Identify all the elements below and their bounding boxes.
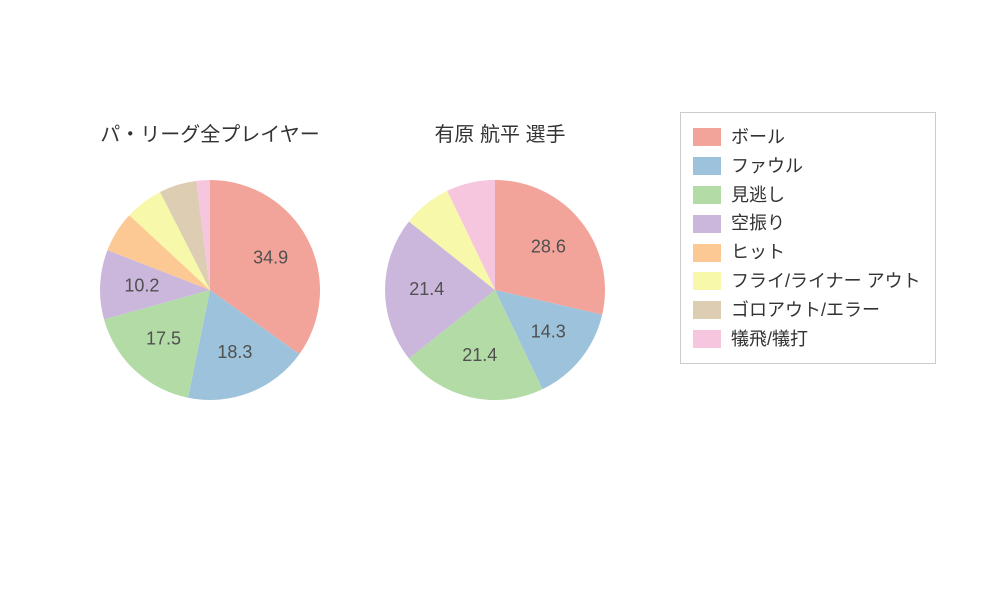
legend-item-flyliner: フライ/ライナー アウト [693,267,921,296]
legend-label-foul: ファウル [731,152,803,181]
slice-label-karaburi: 21.4 [409,279,444,299]
title-league: パ・リーグ全プレイヤー [80,118,340,147]
legend-label-minogashi: 見逃し [731,181,785,210]
pie-player: 28.6 14.3 21.4 21.4 [385,180,605,400]
slice-label-karaburi: 10.2 [124,275,159,295]
pie-league: 34.9 18.3 17.5 10.2 [100,180,320,400]
legend-item-minogashi: 見逃し [693,181,921,210]
slice-label-foul: 14.3 [531,321,566,341]
slice-label-ball: 28.6 [531,236,566,256]
legend-swatch-hit [693,244,721,262]
legend-item-karaburi: 空振り [693,209,921,238]
legend-label-gihigida: 犠飛/犠打 [731,325,808,354]
legend-swatch-minogashi [693,186,721,204]
legend-item-hit: ヒット [693,238,921,267]
legend-swatch-ball [693,128,721,146]
slice-label-minogashi: 17.5 [146,329,181,349]
legend-item-gihigida: 犠飛/犠打 [693,325,921,354]
legend-label-flyliner: フライ/ライナー アウト [731,267,921,296]
legend-label-karaburi: 空振り [731,209,785,238]
legend-swatch-gihigida [693,330,721,348]
legend-swatch-karaburi [693,215,721,233]
legend-swatch-flyliner [693,272,721,290]
legend-item-ball: ボール [693,123,921,152]
legend: ボールファウル見逃し空振りヒットフライ/ライナー アウトゴロアウト/エラー犠飛/… [680,112,936,364]
legend-label-ball: ボール [731,123,785,152]
title-player: 有原 航平 選手 [370,118,630,147]
slice-label-foul: 18.3 [217,342,252,362]
slice-label-ball: 34.9 [253,248,288,268]
chart-stage: パ・リーグ全プレイヤー 有原 航平 選手 34.9 18.3 17.5 10.2 28.6 1… [0,0,1000,600]
legend-swatch-goro [693,301,721,319]
legend-label-goro: ゴロアウト/エラー [731,296,880,325]
legend-label-hit: ヒット [731,238,785,267]
legend-item-foul: ファウル [693,152,921,181]
slice-label-minogashi: 21.4 [462,345,497,365]
legend-swatch-foul [693,157,721,175]
legend-item-goro: ゴロアウト/エラー [693,296,921,325]
